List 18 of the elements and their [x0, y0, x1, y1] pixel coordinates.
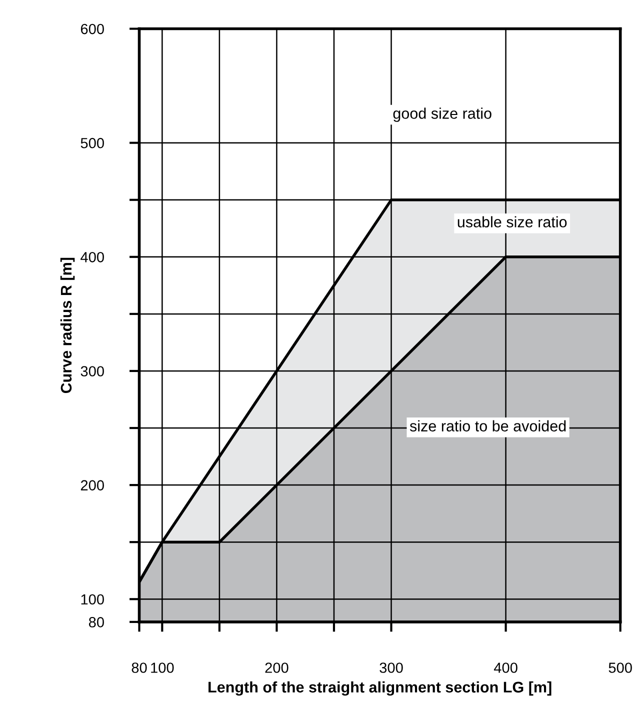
- y-tick-label: 500: [80, 138, 104, 148]
- y-tick-label: 200: [80, 480, 104, 490]
- x-tick-label: 100: [151, 662, 174, 673]
- x-tick-label: 500: [608, 662, 632, 673]
- y-tick-label: 600: [80, 24, 104, 34]
- x-tick-label: 300: [380, 662, 403, 673]
- y-tick-label: 100: [81, 594, 104, 605]
- y-axis-title: Curve radius R [m]: [60, 258, 75, 394]
- y-tick-label: 300: [80, 366, 104, 376]
- y-tick-label: 400: [80, 252, 104, 262]
- x-tick-label: 400: [494, 662, 518, 673]
- y-tick-label: 80: [88, 617, 104, 628]
- x-tick-label: 200: [265, 662, 288, 673]
- x-axis-title: Length of the straight alignment section LG [m]: [208, 681, 552, 696]
- annotation: usable size ratio: [458, 216, 567, 228]
- x-tick-label: 80: [132, 662, 147, 673]
- annotation: good size ratio: [393, 108, 492, 122]
- annotation: size ratio to be avoided: [410, 420, 566, 432]
